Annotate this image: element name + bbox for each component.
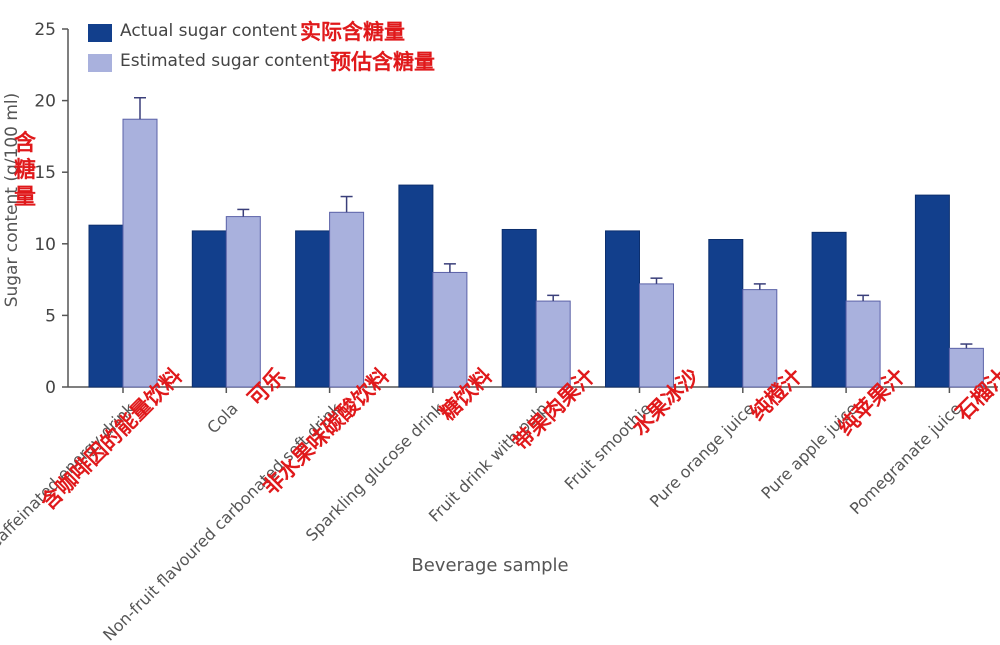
legend-swatch-estimated [88, 54, 112, 72]
bar-actual [295, 230, 331, 388]
bar-estimated [432, 271, 468, 388]
bar-actual [914, 194, 950, 388]
bar-actual [708, 239, 744, 388]
bar-estimated [742, 289, 778, 388]
bar-chart: 0 5 10 15 20 25 [34, 20, 998, 398]
legend-label-actual-cn: 实际含糖量 [300, 20, 405, 44]
bar-actual [191, 230, 227, 388]
y-tick-label: 5 [45, 306, 56, 326]
bar-actual [811, 231, 847, 388]
y-tick-label: 10 [34, 235, 56, 255]
bar-estimated [329, 211, 365, 388]
y-tick-label: 20 [34, 92, 56, 112]
legend-swatch-actual [88, 24, 112, 42]
bar-actual [88, 224, 124, 388]
bar-actual [398, 184, 434, 388]
bar-estimated [122, 118, 158, 388]
bar-estimated [639, 283, 674, 388]
bar-actual [605, 230, 640, 388]
y-axis-label-cn: 含糖量 [13, 131, 36, 210]
bar-actual [501, 228, 537, 388]
legend-label-estimated-cn: 预估含糖量 [330, 50, 435, 74]
bar-estimated [225, 216, 261, 388]
legend-label-estimated: Estimated sugar content [120, 51, 330, 71]
y-tick-label: 15 [34, 163, 56, 183]
x-axis-label: Beverage sample [411, 555, 569, 576]
legend-label-actual: Actual sugar content [120, 21, 297, 41]
bar-estimated [948, 347, 984, 388]
y-tick-label: 0 [45, 378, 56, 398]
y-tick-label: 25 [34, 20, 56, 40]
